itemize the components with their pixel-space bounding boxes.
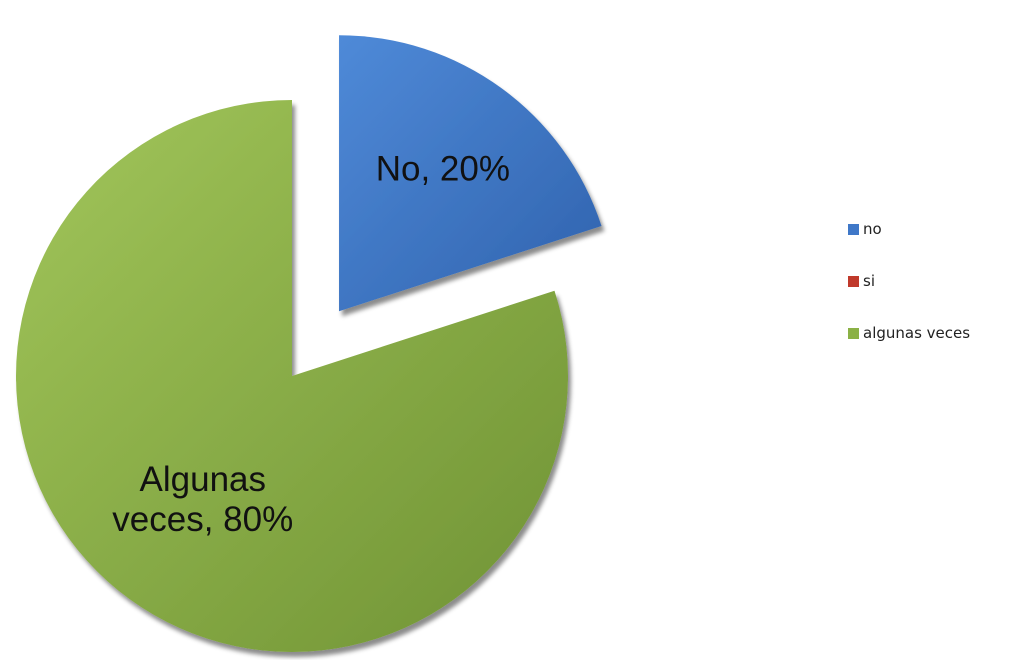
- legend-swatch: [848, 275, 859, 287]
- legend-swatch: [848, 327, 859, 339]
- legend-swatch: [848, 223, 859, 235]
- slice-label-no: No, 20%: [376, 149, 510, 188]
- legend-item-no: no: [848, 218, 882, 240]
- legend-label: algunas veces: [863, 324, 971, 342]
- slice-label-algunas-veces: Algunas veces, 80%: [112, 460, 293, 539]
- pie-slice-algunas-veces: [15, 100, 568, 653]
- legend-item-si: si: [848, 270, 875, 292]
- legend-item-algunas-veces: algunas veces: [848, 322, 970, 344]
- legend-label: si: [863, 272, 875, 290]
- pie-plot-area: No, 20% Algunas veces, 80%: [15, 35, 602, 653]
- legend-label: no: [863, 220, 882, 238]
- pie-slice-no: [339, 35, 602, 312]
